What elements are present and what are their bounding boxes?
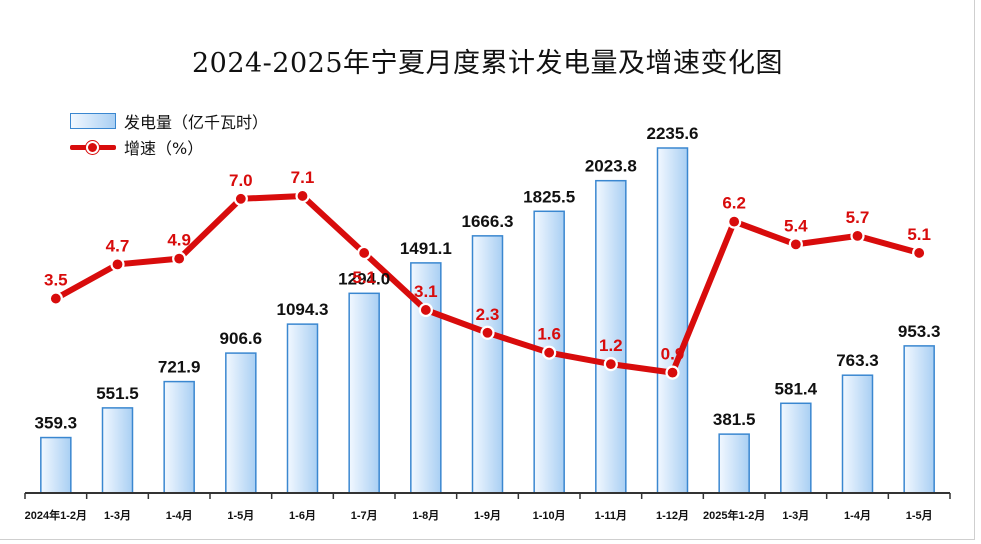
legend-item-growth: 增速（%） (70, 134, 268, 160)
growth-point-3 (172, 251, 187, 266)
bar-value-label-15: 953.3 (898, 322, 941, 341)
bar-1 (40, 436, 72, 494)
growth-value-label-4: 7.0 (229, 171, 253, 190)
x-tick-label-12: 2025年1-2月 (703, 508, 765, 522)
growth-point-8 (480, 325, 495, 340)
bar-value-label-1: 359.3 (35, 414, 78, 433)
bar-6 (348, 292, 380, 494)
x-tick-label-6: 1-7月 (351, 509, 378, 522)
x-tick-label-14: 1-4月 (844, 509, 871, 522)
growth-value-label-6: 5.1 (352, 268, 376, 287)
growth-point-15 (912, 245, 927, 261)
growth-point-6 (357, 245, 372, 261)
x-tick-label-7: 1-8月 (412, 509, 439, 522)
x-tick-label-3: 1-4月 (166, 509, 193, 522)
bar-value-label-5: 1094.3 (277, 300, 329, 319)
bar-value-label-7: 1491.1 (400, 239, 452, 258)
chart-title: 2024-2025年宁夏月度累计发电量及增速变化图 (191, 48, 784, 79)
bar-value-label-12: 381.5 (713, 410, 756, 429)
bar-value-label-9: 1825.5 (523, 187, 575, 206)
growth-value-label-9: 1.6 (537, 325, 561, 344)
bar-5 (286, 323, 319, 494)
bar-11 (656, 147, 689, 494)
x-tick-label-10: 1-11月 (595, 509, 627, 522)
legend-label-growth: 增速（%） (124, 139, 204, 158)
growth-value-label-3: 4.9 (167, 231, 191, 250)
bar-value-label-8: 1666.3 (462, 212, 514, 231)
bar-13 (780, 402, 812, 494)
bar-value-label-10: 2023.8 (585, 157, 637, 176)
growth-value-label-5: 7.1 (291, 168, 315, 187)
growth-point-2 (110, 257, 125, 272)
growth-point-14 (850, 228, 865, 243)
growth-value-label-8: 2.3 (476, 305, 500, 324)
growth-point-11 (665, 365, 680, 380)
growth-value-label-2: 4.7 (106, 236, 130, 255)
bar-12 (718, 433, 750, 494)
x-tick-label-11: 1-12月 (656, 509, 689, 522)
legend-bar-swatch (70, 113, 116, 129)
bar-value-label-14: 763.3 (836, 351, 879, 370)
growth-value-label-1: 3.5 (44, 271, 68, 290)
growth-point-12 (727, 214, 742, 229)
bar-value-label-6: 1294.0 (338, 269, 390, 288)
growth-value-label-13: 5.4 (784, 216, 808, 235)
x-tick-label-4: 1-5月 (227, 509, 254, 522)
bar-value-label-4: 906.6 (220, 329, 263, 348)
x-axis: 2024年1-2月 1-3月 1-4月 1-5月 1-6月 1-7月 1-8月 1-9月 1-1… (24, 492, 951, 522)
x-tick-label-1: 2024年1-2月 (25, 508, 87, 522)
bar-8 (471, 235, 504, 494)
bar-3 (163, 380, 195, 494)
x-tick-label-15: 1-5月 (906, 509, 933, 522)
data-labels-layer: 359.3 551.5 721.9 906.6 1094.3 1294.0 1491.1 16… (35, 124, 941, 433)
growth-point-9 (542, 345, 557, 360)
growth-point-4 (233, 191, 248, 206)
growth-point-10 (603, 357, 618, 372)
growth-point-5 (295, 188, 310, 204)
x-tick-label-13: 1-3月 (782, 509, 809, 522)
growth-value-label-11: 0.9 (661, 345, 685, 364)
growth-value-label-10: 1.2 (599, 336, 623, 355)
bar-10 (595, 179, 627, 494)
bar-15 (903, 345, 935, 494)
x-tick-label-5: 1-6月 (289, 509, 316, 522)
legend-item-generation: 发电量（亿千瓦时） (70, 108, 268, 134)
growth-value-label-14: 5.7 (846, 208, 870, 227)
bar-value-label-3: 721.9 (158, 358, 201, 377)
x-tick-label-2: 1-3月 (104, 509, 131, 522)
bar-value-label-2: 551.5 (96, 384, 139, 403)
bar-2 (101, 407, 134, 494)
growth-point-13 (788, 237, 803, 252)
growth-value-label-12: 6.2 (722, 194, 746, 213)
growth-line-layer (48, 188, 927, 380)
legend-line-swatch (70, 139, 116, 155)
growth-point-1 (48, 291, 63, 306)
bar-value-label-13: 581.4 (775, 379, 818, 398)
legend: 发电量（亿千瓦时） 增速（%） (70, 108, 268, 160)
bar-14 (841, 374, 874, 494)
legend-label-generation: 发电量（亿千瓦时） (124, 113, 269, 132)
growth-point-7 (418, 302, 433, 318)
x-tick-label-9: 1-10月 (533, 509, 566, 522)
bar-4 (225, 352, 257, 494)
growth-value-label-15: 5.1 (907, 225, 931, 244)
growth-value-label-7: 3.1 (414, 282, 438, 301)
bar-value-label-11: 2235.6 (647, 124, 699, 143)
x-tick-label-8: 1-9月 (474, 509, 501, 522)
